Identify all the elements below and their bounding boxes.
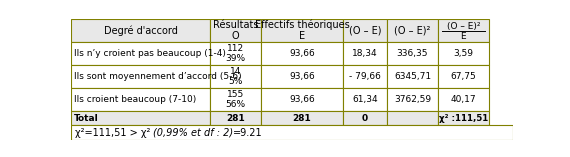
Bar xyxy=(71,125,513,140)
Bar xyxy=(210,42,261,65)
Text: (O – E)²: (O – E)² xyxy=(446,22,480,31)
Text: 281: 281 xyxy=(226,114,245,123)
Text: 14
5%: 14 5% xyxy=(229,67,243,86)
Bar xyxy=(343,65,387,88)
Bar xyxy=(261,88,343,111)
Text: Ils croient beaucoup (7-10): Ils croient beaucoup (7-10) xyxy=(74,95,196,104)
Bar xyxy=(438,65,488,88)
Text: 67,75: 67,75 xyxy=(450,72,476,81)
Bar xyxy=(438,111,488,125)
Bar xyxy=(210,111,261,125)
Bar xyxy=(343,19,387,42)
Bar xyxy=(71,88,210,111)
Bar xyxy=(387,65,438,88)
Bar xyxy=(261,65,343,88)
Text: Total: Total xyxy=(74,114,99,123)
Bar xyxy=(387,42,438,65)
Bar xyxy=(71,111,210,125)
Text: (O – E): (O – E) xyxy=(349,25,381,35)
Bar xyxy=(210,88,261,111)
Bar xyxy=(210,65,261,88)
Text: (O – E)²: (O – E)² xyxy=(394,25,431,35)
Text: 112
39%: 112 39% xyxy=(226,44,246,63)
Text: 18,34: 18,34 xyxy=(352,49,378,58)
Bar xyxy=(438,19,488,42)
Bar xyxy=(261,42,343,65)
Text: 93,66: 93,66 xyxy=(289,72,315,81)
Bar xyxy=(343,88,387,111)
Text: 3762,59: 3762,59 xyxy=(394,95,431,104)
Text: Ils sont moyennement d’accord (5-6): Ils sont moyennement d’accord (5-6) xyxy=(74,72,242,81)
Text: 0: 0 xyxy=(362,114,368,123)
Text: E: E xyxy=(461,32,466,41)
Text: Effectifs théoriques
E: Effectifs théoriques E xyxy=(255,19,349,41)
Bar xyxy=(343,42,387,65)
Text: 93,66: 93,66 xyxy=(289,95,315,104)
Text: 281: 281 xyxy=(292,114,311,123)
Bar xyxy=(438,88,488,111)
Bar xyxy=(71,65,210,88)
Text: - 79,66: - 79,66 xyxy=(349,72,381,81)
Bar xyxy=(387,88,438,111)
Text: 6345,71: 6345,71 xyxy=(394,72,431,81)
Text: =9.21: =9.21 xyxy=(233,128,263,138)
Text: Degré d'accord: Degré d'accord xyxy=(104,25,178,36)
Text: 40,17: 40,17 xyxy=(450,95,476,104)
Text: 61,34: 61,34 xyxy=(352,95,378,104)
Text: (0,99% et df : 2): (0,99% et df : 2) xyxy=(153,128,233,138)
Text: 93,66: 93,66 xyxy=(289,49,315,58)
Text: 155
56%: 155 56% xyxy=(226,90,246,109)
Text: χ²=111,51 > χ²: χ²=111,51 > χ² xyxy=(75,128,153,138)
Bar xyxy=(71,19,210,42)
Bar xyxy=(343,111,387,125)
Bar xyxy=(261,111,343,125)
Text: χ² :111,51: χ² :111,51 xyxy=(439,114,488,123)
Bar xyxy=(210,19,261,42)
Bar xyxy=(261,19,343,42)
Bar xyxy=(387,111,438,125)
Text: 3,59: 3,59 xyxy=(453,49,473,58)
Text: 336,35: 336,35 xyxy=(397,49,428,58)
Text: Ils n’y croient pas beaucoup (1-4): Ils n’y croient pas beaucoup (1-4) xyxy=(74,49,226,58)
Text: Résultats
O: Résultats O xyxy=(213,20,259,41)
Bar xyxy=(71,42,210,65)
Bar xyxy=(438,42,488,65)
Bar xyxy=(387,19,438,42)
